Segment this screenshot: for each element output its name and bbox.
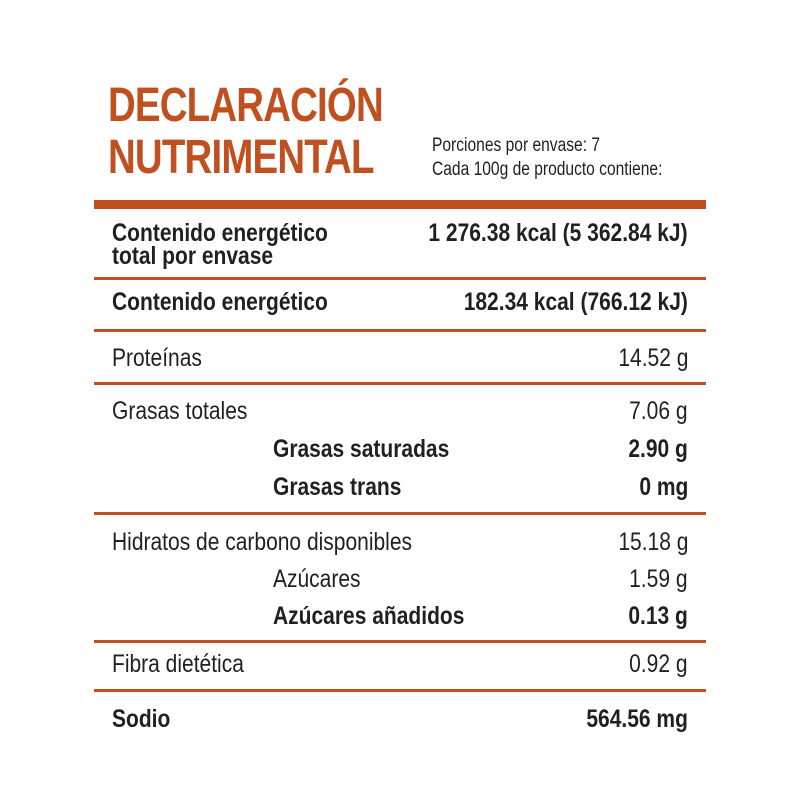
energy-total-value: 1 276.38 kcal (5 362.84 kJ)	[428, 219, 688, 247]
panel-title: DECLARACIÓN NUTRIMENTAL	[108, 79, 384, 184]
fat-total-value: 7.06 g	[629, 397, 688, 425]
sodium-label: Sodio	[112, 705, 171, 733]
sugars-added-label: Azúcares añadidos	[273, 602, 465, 630]
title-line-1: DECLARACIÓN	[108, 79, 384, 132]
sugars-label: Azúcares	[273, 565, 361, 593]
fat-trans-label: Grasas trans	[273, 473, 402, 501]
fiber-label: Fibra dietética	[112, 650, 244, 678]
header-divider	[94, 200, 706, 209]
protein-value: 14.52 g	[617, 344, 688, 372]
sodium-value: 564.56 mg	[586, 705, 688, 733]
carbs-value: 15.18 g	[617, 528, 688, 556]
fiber-value: 0.92 g	[629, 650, 688, 678]
per-100g-note: Cada 100g de producto contiene:	[432, 159, 663, 180]
divider	[94, 277, 706, 280]
fat-saturated-label: Grasas saturadas	[273, 435, 450, 463]
divider	[94, 512, 706, 515]
fat-trans-value: 0 mg	[638, 473, 688, 501]
sugars-added-value: 0.13 g	[628, 602, 688, 630]
fat-total-label: Grasas totales	[112, 397, 248, 425]
energy-value: 182.34 kcal (766.12 kJ)	[463, 288, 688, 316]
title-line-2: NUTRIMENTAL	[108, 131, 374, 184]
energy-total-label-2: total por envase	[112, 242, 274, 270]
serving-info: Porciones por envase: 7 Cada 100g de pro…	[432, 134, 662, 182]
protein-label: Proteínas	[112, 344, 202, 372]
divider	[94, 640, 706, 643]
sugars-value: 1.59 g	[629, 565, 688, 593]
portions-per-package: Porciones por envase: 7	[432, 135, 601, 156]
divider	[94, 689, 706, 692]
fat-saturated-value: 2.90 g	[628, 435, 688, 463]
divider	[94, 329, 706, 332]
divider	[94, 382, 706, 385]
carbs-label: Hidratos de carbono disponibles	[112, 528, 413, 556]
energy-label: Contenido energético	[112, 288, 328, 316]
energy-total-label-1: Contenido energético	[112, 219, 328, 247]
